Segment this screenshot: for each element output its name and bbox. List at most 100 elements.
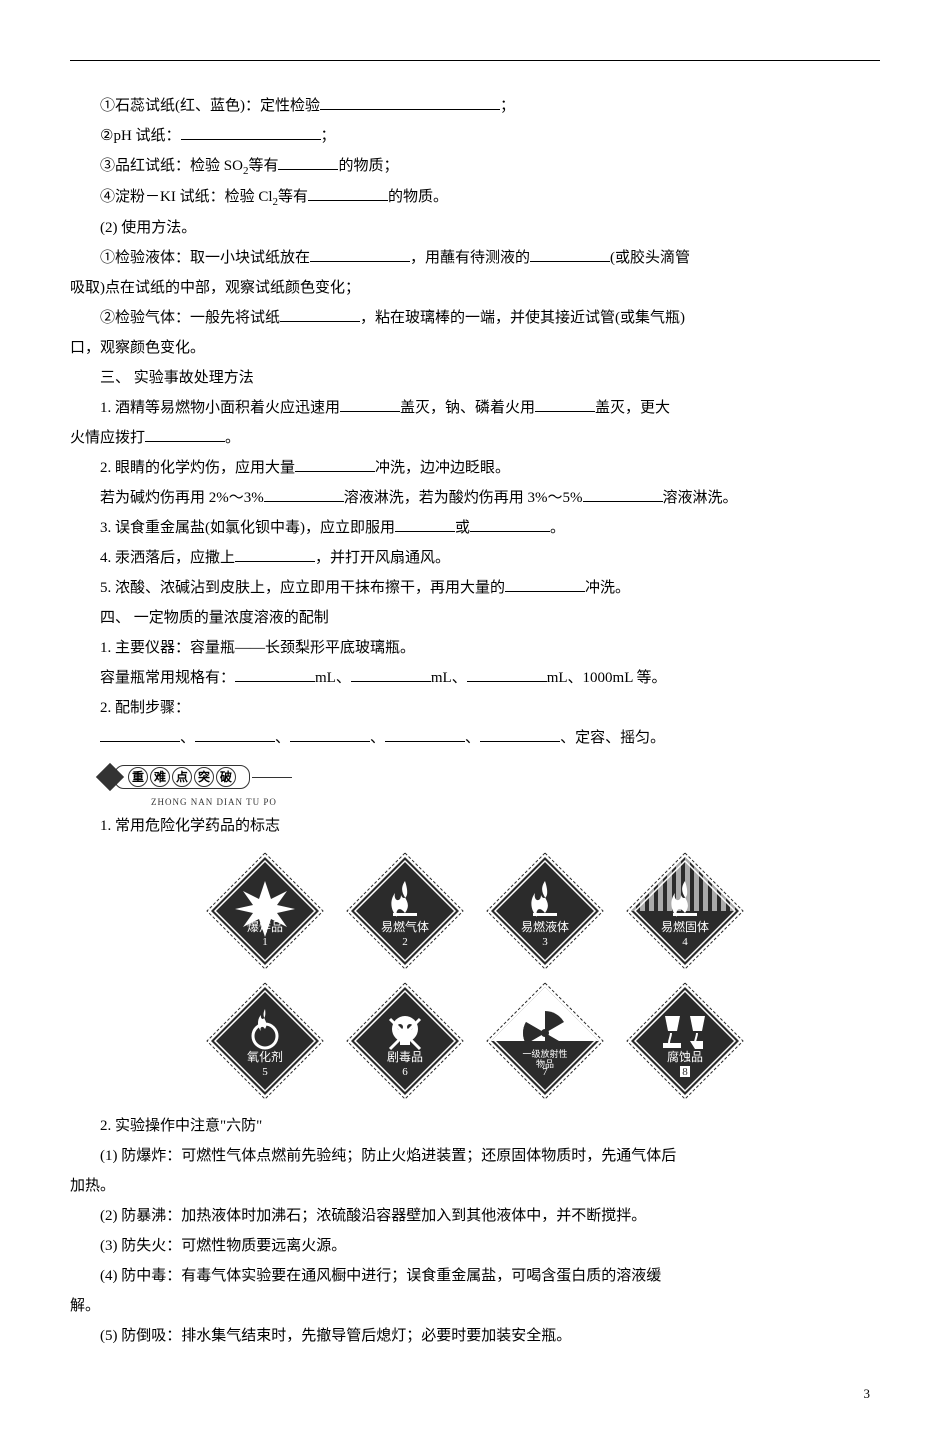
prevent-1: (1) 防爆炸：可燃性气体点燃前先验纯；防止火焰进装置；还原固体物质时，先通气体…: [70, 1141, 880, 1171]
six-prevent-title: 2. 实验操作中注意"六防": [70, 1111, 880, 1141]
text: 盖灭，钠、磷着火用: [400, 400, 535, 416]
prep-steps: 、 、 、 、 、定容、摇匀。: [70, 723, 880, 753]
item-cont: 口，观察颜色变化。: [70, 333, 880, 363]
item-3: ③品红试纸：检验 SO2等有的物质；: [70, 151, 880, 182]
item-2: ②pH 试纸：；: [70, 121, 880, 151]
sep: 、: [370, 730, 385, 746]
banner-body: 重 难 点 突 破: [114, 765, 250, 789]
blank: [505, 576, 585, 592]
text: 5. 浓酸、浓碱沾到皮肤上，应立即用干抹布擦干，再用大量的: [100, 580, 505, 596]
accident-1-cont: 火情应拨打。: [70, 423, 880, 453]
prep-1: 1. 主要仪器：容量瓶——长颈梨形平底玻璃瓶。: [70, 633, 880, 663]
banner-char: 突: [194, 767, 214, 787]
svg-text:易燃气体: 易燃气体: [381, 919, 429, 934]
svg-text:易燃固体: 易燃固体: [661, 919, 709, 934]
text: ④淀粉－KI 试纸：检验 Cl: [100, 189, 273, 205]
text: ③品红试纸：检验 SO: [100, 158, 243, 174]
svg-text:8: 8: [682, 1066, 688, 1078]
text: mL、: [315, 670, 351, 686]
banner-pinyin: ZHONG NAN DIAN TU PO: [133, 793, 880, 811]
blank: [480, 726, 560, 742]
svg-text:3: 3: [542, 936, 548, 948]
blank: [280, 306, 360, 322]
blank: [100, 726, 180, 742]
blank: [308, 185, 388, 201]
text: (或胶头滴管: [610, 250, 690, 266]
section-4-title: 四、 一定物质的量浓度溶液的配制: [70, 603, 880, 633]
blank: [467, 666, 547, 682]
text: 若为碱灼伤再用 2%～3%: [100, 490, 264, 506]
blank: [278, 154, 338, 170]
svg-text:剧毒品: 剧毒品: [387, 1050, 423, 1064]
item-check-liquid: ①检验液体：取一小块试纸放在，用蘸有待测液的(或胶头滴管: [70, 243, 880, 273]
text: 4. 汞洒落后，应撒上: [100, 550, 235, 566]
hazard-title: 1. 常用危险化学药品的标志: [70, 811, 880, 841]
blank: [470, 516, 550, 532]
banner-tail: [252, 777, 292, 778]
blank: [535, 396, 595, 412]
text: 容量瓶常用规格有：: [100, 670, 235, 686]
text: 的物质。: [388, 189, 448, 205]
hazard-row: 爆炸品1易燃气体2易燃液体3 易燃固体 4: [70, 851, 880, 971]
accident-1: 1. 酒精等易燃物小面积着火应迅速用盖灭，钠、磷着火用盖灭，更大: [70, 393, 880, 423]
prep-2: 2. 配制步骤：: [70, 693, 880, 723]
text: ，并打开风扇通风。: [315, 550, 450, 566]
breakthrough-banner: 重 难 点 突 破: [100, 765, 880, 789]
accident-4: 4. 汞洒落后，应撒上 ，并打开风扇通风。: [70, 543, 880, 573]
sub-heading: (2) 使用方法。: [70, 213, 880, 243]
text: ；: [321, 128, 336, 144]
blank: [235, 546, 315, 562]
text: 冲洗。: [585, 580, 630, 596]
sep: 、: [180, 730, 195, 746]
blank: [583, 486, 663, 502]
hazard-row: 氧化剂5剧毒品6一级放射性物品7腐蚀品8: [70, 981, 880, 1101]
blank: [320, 94, 500, 110]
accident-2b: 若为碱灼伤再用 2%～3% 溶液淋洗，若为酸灼伤再用 3%～5% 溶液淋洗。: [70, 483, 880, 513]
text: ②检验气体：一般先将试纸: [100, 310, 280, 326]
svg-text:爆炸品: 爆炸品: [247, 920, 283, 934]
sep: 、: [465, 730, 480, 746]
text: 冲洗，边冲边眨眼。: [375, 460, 510, 476]
banner-char: 破: [216, 767, 236, 787]
prevent-1b: 加热。: [70, 1171, 880, 1201]
text: 或: [455, 520, 470, 536]
svg-text:6: 6: [402, 1066, 408, 1078]
text: 等有: [278, 189, 308, 205]
blank: [181, 124, 321, 140]
item-1: ①石蕊试纸(红、蓝色)：定性检验 ；: [70, 91, 880, 121]
svg-text:腐蚀品: 腐蚀品: [667, 1049, 703, 1064]
text: ①石蕊试纸(红、蓝色)：定性检验: [100, 98, 320, 114]
hazard-sign: 腐蚀品 8: [625, 981, 745, 1101]
blank: [385, 726, 465, 742]
page-number: 3: [70, 1381, 880, 1407]
text: 火情应拨打: [70, 430, 145, 446]
hazard-sign: 易燃气体2: [345, 851, 465, 971]
text: ，粘在玻璃棒的一端，并使其接近试管(或集气瓶): [360, 310, 685, 326]
blank: [351, 666, 431, 682]
sep: 、: [275, 730, 290, 746]
text: ；: [500, 98, 515, 114]
text: 2. 眼睛的化学灼伤，应用大量: [100, 460, 295, 476]
text: 的物质；: [338, 158, 398, 174]
text: 溶液淋洗，若为酸灼伤再用 3%～5%: [344, 490, 583, 506]
text: 溶液淋洗。: [663, 490, 738, 506]
svg-text:一级放射性: 一级放射性: [522, 1048, 567, 1059]
prep-vol: 容量瓶常用规格有：mL、mL、mL、1000mL 等。: [70, 663, 880, 693]
item-4: ④淀粉－KI 试纸：检验 Cl2等有的物质。: [70, 182, 880, 213]
blank: [395, 516, 455, 532]
item-cont: 吸取)点在试纸的中部，观察试纸颜色变化；: [70, 273, 880, 303]
accident-5: 5. 浓酸、浓碱沾到皮肤上，应立即用干抹布擦干，再用大量的 冲洗。: [70, 573, 880, 603]
blank: [235, 666, 315, 682]
hazard-sign: 爆炸品1: [205, 851, 325, 971]
svg-text:5: 5: [262, 1066, 268, 1078]
text: 、定容、摇匀。: [560, 730, 665, 746]
section-3-title: 三、 实验事故处理方法: [70, 363, 880, 393]
text: 等有: [248, 158, 278, 174]
text: ①检验液体：取一小块试纸放在: [100, 250, 310, 266]
text: 1. 酒精等易燃物小面积着火应迅速用: [100, 400, 340, 416]
hazard-sign: 易燃液体3: [485, 851, 605, 971]
svg-text:4: 4: [682, 936, 688, 948]
text: 3. 误食重金属盐(如氯化钡中毒)，应立即服用: [100, 520, 395, 536]
text: mL、: [431, 670, 467, 686]
svg-text:7: 7: [542, 1066, 548, 1078]
